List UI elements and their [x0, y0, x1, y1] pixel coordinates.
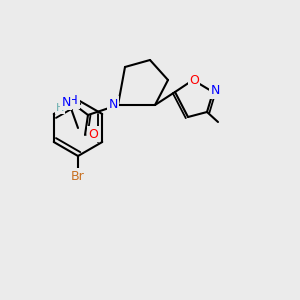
Text: NH: NH — [60, 94, 78, 107]
Text: N: N — [61, 95, 71, 109]
Text: N: N — [210, 85, 220, 98]
Text: O: O — [88, 128, 98, 140]
Text: H: H — [56, 103, 64, 113]
Text: N: N — [108, 98, 118, 110]
Text: Br: Br — [71, 169, 85, 182]
Text: O: O — [189, 74, 199, 88]
